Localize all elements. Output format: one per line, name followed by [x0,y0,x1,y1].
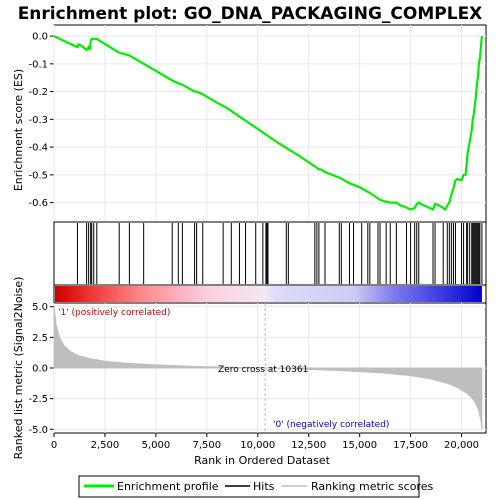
rank-colorbar [55,286,482,302]
ranked-metric-panel: 5.0 2.5 0.0 -2.5 -5.00 2,500 5,000 7,500 10,000 1… [28,302,487,451]
metric-tick-label: -5.0 [28,425,48,436]
x-tick-label: 2,500 [91,440,120,451]
x-tick-label: 0 [51,440,57,451]
chart-title: Enrichment plot: GO_DNA_PACKAGING_COMPLE… [18,4,483,24]
hits-panel [53,221,487,286]
legend-metric-label: Ranking metric scores [311,480,433,493]
metric-tick-label: 5.0 [32,302,48,313]
x-tick-label: 15,000 [342,440,377,451]
es-tick-label: -0.4 [28,143,48,154]
metric-tick-label: 2.5 [32,333,48,344]
enrichment-profile-line [53,35,483,212]
metric-tick-label: -2.5 [28,394,48,405]
metric-axis-label: Ranked list metric (Signal2Noise) [12,277,25,460]
es-tick-label: -0.6 [28,198,48,209]
legend: Enrichment profile Hits Ranking metric s… [78,475,433,498]
rank-colorbar-panel [53,284,487,304]
metric-tick-label: 0.0 [32,364,48,375]
es-tick-label: -0.2 [28,87,48,98]
positive-correlation-label: '1' (positively correlated) [58,308,170,318]
hits-frame [53,221,487,286]
es-tick-label: -0.3 [28,115,48,126]
x-tick-label: 7,500 [193,440,222,451]
legend-hits-label: Hits [253,480,275,493]
negative-correlation-label: '0' (negatively correlated) [273,420,389,430]
es-plot-frame [53,24,487,223]
enrichment-score-panel: 0.0 -0.1 -0.2 -0.3 -0.4 -0.5 -0.6 [28,24,487,223]
legend-enrichment-label: Enrichment profile [117,480,219,493]
x-tick-label: 12,500 [291,440,326,451]
es-tick-label: -0.1 [28,59,48,70]
x-tick-label: 10,000 [240,440,275,451]
es-tick-label: -0.5 [28,170,48,181]
rank-axis-label: Rank in Ordered Dataset [194,454,331,467]
es-tick-label: 0.0 [32,32,48,43]
x-tick-label: 5,000 [142,440,171,451]
x-tick-label: 20,000 [444,440,479,451]
es-axis-label: Enrichment score (ES) [12,69,25,191]
zero-cross-label: Zero cross at 10361 [218,365,308,375]
x-tick-label: 17,500 [393,440,428,451]
